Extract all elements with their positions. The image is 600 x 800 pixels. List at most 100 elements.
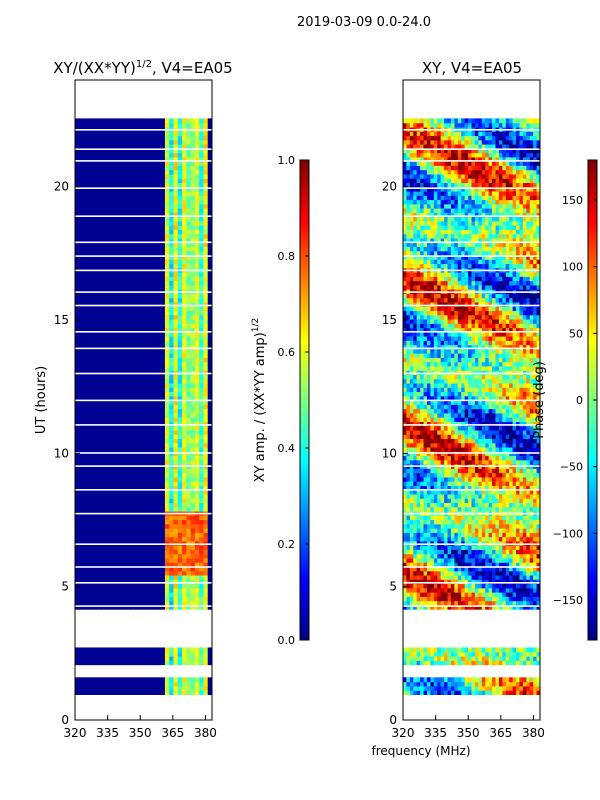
heatmap-cell — [139, 263, 145, 269]
heatmap-cell — [512, 574, 517, 580]
heatmap-cell — [164, 570, 170, 576]
heatmap-cell — [481, 549, 486, 555]
heatmap-cell — [104, 587, 110, 593]
heatmap-cell — [450, 681, 455, 687]
heatmap-cell — [203, 161, 209, 166]
heatmap-cell — [122, 165, 127, 171]
heatmap-cell — [190, 220, 196, 226]
heatmap-cell — [177, 579, 183, 585]
heatmap-cell — [164, 254, 170, 260]
heatmap-cell — [126, 425, 132, 431]
heatmap-cell — [440, 604, 445, 610]
heatmap-cell — [173, 528, 179, 533]
heatmap-cell — [156, 165, 162, 171]
heatmap-cell — [87, 280, 93, 286]
heatmap-cell — [536, 545, 540, 550]
heatmap-cell — [454, 656, 459, 661]
heatmap-cell — [207, 557, 212, 563]
heatmap-cell — [156, 647, 162, 653]
heatmap-cell — [177, 310, 183, 316]
heatmap-cell — [169, 148, 175, 154]
heatmap-cell — [182, 459, 187, 465]
heatmap-cell — [143, 540, 149, 546]
heatmap-cell — [164, 284, 170, 290]
heatmap-cell — [160, 220, 166, 226]
heatmap-cell — [182, 233, 187, 239]
heatmap-cell — [447, 587, 452, 593]
heatmap-cell — [160, 690, 166, 695]
heatmap-cell — [130, 344, 136, 350]
heatmap-cell — [478, 549, 483, 555]
heatmap-cell — [83, 677, 89, 683]
heatmap-cell — [134, 173, 140, 179]
heatmap-cell — [104, 199, 110, 205]
heatmap-cell — [169, 212, 175, 218]
heatmap-cell — [87, 651, 93, 657]
heatmap-cell — [164, 165, 170, 171]
heatmap-cell — [96, 306, 102, 311]
heatmap-cell — [194, 395, 200, 401]
heatmap-cell — [143, 489, 149, 495]
heatmap-cell — [505, 545, 510, 550]
heatmap-cell — [147, 540, 153, 546]
heatmap-cell — [83, 604, 89, 610]
heatmap-cell — [474, 651, 479, 657]
heatmap-cell — [92, 263, 98, 269]
heatmap-cell — [505, 604, 510, 610]
heatmap-cell — [478, 677, 483, 683]
heatmap-cell — [143, 493, 149, 499]
heatmap-cell — [152, 361, 157, 367]
data-gap-line — [75, 399, 212, 402]
heatmap-cell — [152, 203, 157, 209]
heatmap-cell — [100, 417, 106, 422]
heatmap-cell — [109, 502, 115, 508]
heatmap-cell — [509, 587, 514, 593]
heatmap-cell — [126, 489, 132, 495]
heatmap-cell — [79, 549, 85, 555]
heatmap-cell — [413, 651, 418, 657]
heatmap-cell — [169, 459, 175, 465]
heatmap-cell — [430, 553, 435, 559]
heatmap-cell — [87, 408, 93, 414]
heatmap-cell — [79, 442, 85, 448]
heatmap-cell — [173, 306, 179, 311]
heatmap-cell — [474, 596, 479, 602]
heatmap-cell — [450, 592, 455, 597]
heatmap-cell — [96, 203, 102, 209]
heatmap-cell — [92, 459, 98, 465]
heatmap-cell — [420, 540, 425, 546]
heatmap-cell — [416, 562, 421, 567]
heatmap-cell — [177, 485, 183, 491]
heatmap-cell — [130, 429, 136, 435]
heatmap-cell — [177, 468, 183, 474]
heatmap-cell — [177, 165, 183, 171]
heatmap-cell — [173, 434, 179, 439]
heatmap-cell — [87, 660, 93, 666]
heatmap-cell — [134, 417, 140, 422]
heatmap-cell — [440, 587, 445, 593]
heatmap-cell — [182, 545, 187, 550]
heatmap-cell — [533, 656, 538, 661]
heatmap-cell — [139, 562, 145, 567]
heatmap-cell — [177, 284, 183, 290]
heatmap-cell — [122, 493, 127, 499]
heatmap-cell — [199, 301, 205, 307]
heatmap-cell — [190, 212, 196, 218]
heatmap-cell — [186, 489, 192, 495]
heatmap-cell — [100, 553, 106, 559]
heatmap-cell — [420, 566, 425, 572]
heatmap-cell — [203, 250, 209, 256]
heatmap-cell — [190, 229, 196, 235]
heatmap-cell — [519, 681, 524, 687]
heatmap-cell — [122, 250, 127, 256]
heatmap-cell — [177, 182, 183, 188]
heatmap-cell — [147, 425, 153, 431]
heatmap-cell — [203, 579, 209, 585]
heatmap-cell — [122, 579, 127, 585]
heatmap-cell — [536, 566, 540, 572]
heatmap-cell — [403, 549, 408, 555]
heatmap-cell — [79, 600, 85, 606]
heatmap-cell — [113, 186, 119, 192]
heatmap-cell — [109, 690, 115, 695]
heatmap-cell — [83, 212, 89, 218]
